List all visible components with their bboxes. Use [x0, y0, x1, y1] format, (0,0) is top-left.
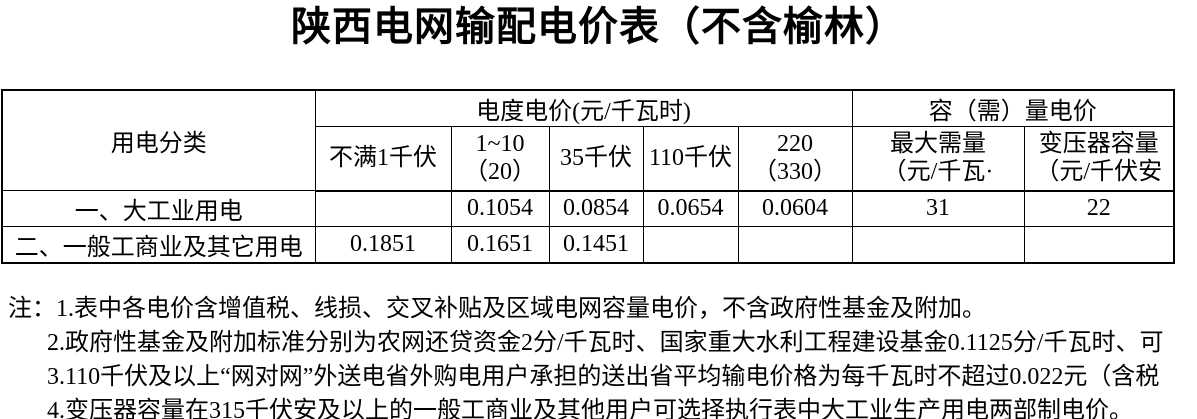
table-cell [314, 190, 452, 227]
header-group-row: 用电分类 电度电价(元/千瓦时) 容（需）量电价 [1, 89, 1175, 191]
note-line-3: 3.110千伏及以上“网对网”外送电省外购电用户承担的送出省平均输电价格为每千瓦… [47, 364, 1160, 390]
corner-header-usage-category: 用电分类 [1, 89, 316, 191]
notes-section: 注：1.表中各电价含增值税、线损、交叉补贴及区域电网容量电价，不含政府性基金及附… [0, 292, 1197, 419]
table-cell: 0.0854 [548, 190, 644, 227]
table-cell [851, 226, 1025, 264]
table-cell: 0.1054 [450, 190, 550, 227]
table-cell: 0.0654 [642, 190, 739, 227]
row-category: 二、一般工商业及其它用电 [1, 226, 316, 264]
col-header-1-10-20kv: 1~10 （20） [450, 126, 550, 192]
col-header-110kv: 110千伏 [642, 126, 739, 192]
note-line-2: 2.政府性基金及附加标准分别为农网还贷资金2分/千瓦时、国家重大水利工程建设基金… [47, 330, 1164, 356]
note-text: 1.表中各电价含增值税、线损、交叉补贴及区域电网容量电价，不含政府性基金及附加。 [56, 296, 986, 322]
table-cell: 22 [1023, 190, 1175, 227]
col-header-max-demand: 最大需量 （元/千瓦· [851, 126, 1025, 192]
row-category: 一、大工业用电 [1, 190, 316, 227]
notes-prefix: 注： [8, 296, 56, 322]
note-line-4: 4.变压器容量在315千伏安及以上的一般工商业及其他用户可选择执行表中大工业生产… [47, 398, 1133, 419]
table-cell: 31 [851, 190, 1025, 227]
table-cell: 0.1851 [314, 226, 452, 264]
price-table: 用电分类 电度电价(元/千瓦时) 容（需）量电价 不满1千伏 1~10 （20）… [1, 89, 1175, 264]
group-header-capacity-price: 容（需）量电价 [851, 89, 1175, 127]
note-line-1: 注：1.表中各电价含增值税、线损、交叉补贴及区域电网容量电价，不含政府性基金及附… [8, 292, 1197, 326]
table-cell: 0.1651 [450, 226, 550, 264]
table-cell: 0.1451 [548, 226, 644, 264]
document-page: 陕西电网输配电价表（不含榆林） 用电分类 电度电价(元/千瓦时) 容（需）量电价… [0, 4, 1197, 419]
page-title: 陕西电网输配电价表（不含榆林） [291, 4, 906, 49]
table-row-general-commercial: 二、一般工商业及其它用电 0.1851 0.1651 0.1451 [1, 226, 1175, 264]
table-cell [737, 226, 853, 264]
col-header-220-330kv: 220 （330） [737, 126, 853, 192]
table-cell [1023, 226, 1175, 264]
col-header-35kv: 35千伏 [548, 126, 644, 192]
table-cell [642, 226, 739, 264]
col-header-under-1kv: 不满1千伏 [314, 126, 452, 192]
table-cell: 0.0604 [737, 190, 853, 227]
table-row-large-industry: 一、大工业用电 0.1054 0.0854 0.0654 0.0604 31 2… [1, 190, 1175, 227]
col-header-transformer-capacity: 变压器容量 （元/千伏安 [1023, 126, 1175, 192]
header-sub-row: 不满1千伏 1~10 （20） 35千伏 110千伏 220 （330） 最大需… [2, 126, 1175, 192]
group-header-energy-price: 电度电价(元/千瓦时) [314, 89, 853, 127]
